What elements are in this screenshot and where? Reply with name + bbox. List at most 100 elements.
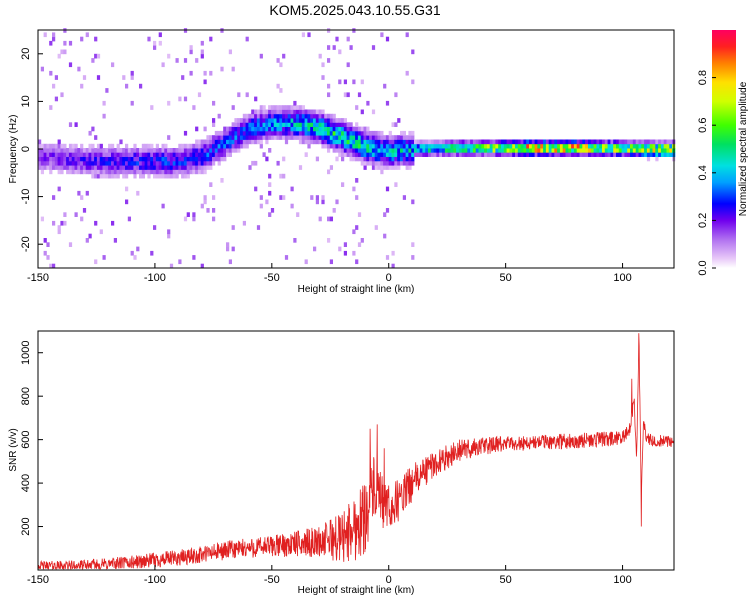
spectrogram-cell — [329, 122, 334, 127]
spectrogram-cell — [313, 109, 317, 115]
spectrogram-cell — [298, 139, 303, 145]
spectrogram-cell — [327, 130, 331, 136]
spectrogram-cell — [573, 148, 578, 153]
spectrogram-cell — [663, 148, 667, 153]
spectrogram-x-axis-label: Height of straight line (km) — [298, 284, 415, 295]
spectrogram-cell — [150, 156, 154, 162]
spectrogram-cell — [588, 148, 592, 153]
spectrogram-cell — [526, 139, 530, 145]
spectrogram-cell — [405, 135, 409, 140]
spectrogram-cell — [212, 208, 216, 213]
spectrogram-cell — [105, 160, 109, 166]
spectrogram-cell — [338, 130, 342, 136]
spectrogram-cell — [341, 148, 345, 153]
spectrogram-cell — [663, 139, 667, 145]
spectrogram-cell — [147, 36, 151, 42]
spectrogram-cell — [119, 156, 123, 162]
spectrogram-cell — [515, 152, 519, 157]
colorbar-label: Normalized spectral amplitude — [738, 81, 749, 216]
spectrogram-cell — [116, 152, 120, 157]
spectrogram-cell — [217, 130, 221, 136]
spectrogram-cell — [329, 216, 334, 222]
spectrogram-cell — [520, 143, 524, 149]
spectrogram-cell — [290, 186, 294, 192]
spectrogram-cell — [68, 165, 73, 170]
spectrogram-cell — [666, 143, 670, 149]
spectrogram-cell — [585, 152, 589, 157]
spectrogram-cell — [74, 156, 78, 162]
spectrogram-cell — [327, 169, 331, 175]
spectrogram-cell — [573, 152, 578, 157]
spectrogram-cell — [268, 135, 272, 140]
spectrogram-cell — [172, 165, 176, 170]
spectrogram-cell — [638, 143, 642, 149]
spectrogram-cell — [200, 203, 204, 209]
spectrogram-cell — [543, 152, 547, 157]
spectrogram-cell — [371, 135, 376, 140]
spectrogram-cell — [197, 92, 202, 98]
spectrogram-cell — [627, 139, 631, 145]
spectrogram-cells — [38, 28, 676, 269]
spectrogram-cell — [125, 143, 129, 149]
spectrogram-cell — [397, 118, 401, 123]
spectrogram-cell — [329, 126, 334, 132]
spectrogram-cell — [439, 139, 443, 145]
spectrogram-cell — [195, 139, 199, 145]
spectrogram-cell — [40, 152, 45, 157]
spectrogram-cell — [268, 190, 272, 196]
spectrogram-cell — [408, 160, 412, 166]
spectrogram-cell — [158, 156, 162, 162]
spectrogram-cell — [259, 130, 263, 136]
spectrogram-cell — [66, 148, 70, 153]
spectrogram-cell — [310, 113, 314, 119]
spectrogram-cell — [290, 118, 294, 123]
spectrogram-cell — [99, 169, 103, 175]
spectrogram-cell — [394, 143, 398, 149]
spectrogram-cell — [371, 143, 376, 149]
spectrogram-cell — [153, 148, 157, 153]
spectrogram-cell — [175, 148, 179, 153]
spectrogram-cell — [245, 118, 249, 123]
spectrogram-cell — [419, 152, 423, 157]
spectrogram-cell — [324, 143, 328, 149]
spectrogram-cell — [321, 75, 325, 80]
spectrogram-cell — [461, 143, 465, 149]
spectrogram-cell — [663, 152, 667, 157]
spectrogram-cell — [385, 160, 390, 166]
spectrogram-cell — [181, 152, 185, 157]
spectrogram-cell — [273, 118, 277, 123]
spectrogram-cell — [276, 126, 280, 132]
spectrogram-cell — [498, 148, 502, 153]
spectrogram-cell — [655, 143, 659, 149]
spectrogram-cell — [366, 100, 370, 106]
spectrogram-cell — [327, 139, 331, 145]
spectrogram-cell — [147, 143, 151, 149]
spectrogram-cell — [141, 165, 146, 170]
spectrogram-cell — [315, 156, 320, 162]
spectrogram-cell — [212, 135, 216, 140]
spectrogram-cell — [276, 58, 280, 63]
snr-x-tick-label: 0 — [386, 574, 392, 586]
spectrogram-cell — [113, 160, 118, 166]
spectrogram-cell — [343, 242, 348, 247]
spectrogram-cell — [341, 143, 345, 149]
spectrogram-cell — [270, 118, 275, 123]
spectrogram-cell — [327, 45, 331, 50]
spectrogram-cell — [57, 143, 61, 149]
spectrogram-cell — [338, 139, 342, 145]
spectrogram-cell — [604, 148, 609, 153]
spectrogram-cell — [212, 100, 216, 106]
spectrogram-cell — [366, 126, 370, 132]
spectrogram-cell — [526, 143, 530, 149]
spectrogram-cell — [380, 143, 384, 149]
spectrogram-cell — [332, 139, 336, 145]
spectrogram-cell — [509, 148, 513, 153]
spectrogram-cell — [265, 126, 269, 132]
spectrogram-cell — [486, 152, 491, 157]
spectrogram-cell — [296, 130, 300, 136]
spectrogram-cell — [248, 139, 252, 145]
spectrogram-cell — [332, 118, 336, 123]
spectrogram-cell — [169, 173, 174, 179]
spectrogram-cell — [186, 143, 190, 149]
